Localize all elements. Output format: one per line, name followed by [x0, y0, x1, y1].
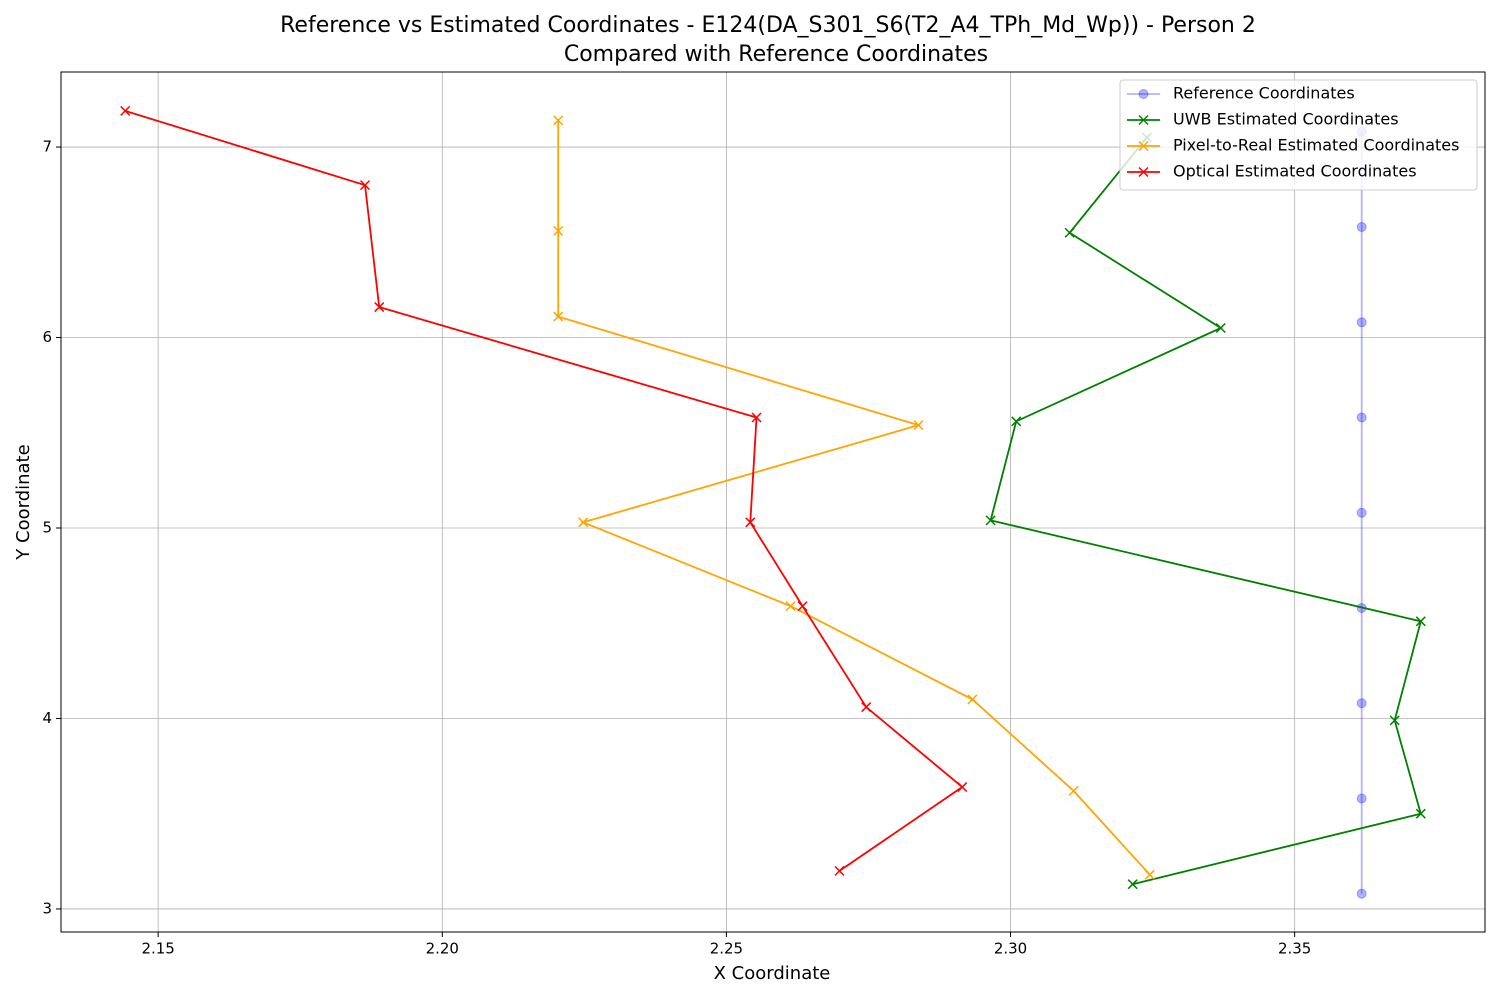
point: [1144, 869, 1155, 880]
legend-marker: [1138, 140, 1149, 152]
point: [1068, 785, 1079, 796]
point: [1356, 888, 1367, 899]
legend-marker: [1138, 89, 1149, 99]
x-tick-label: 2.35: [1278, 940, 1311, 958]
point: [861, 702, 872, 713]
point: [751, 412, 762, 423]
point: [1215, 322, 1226, 334]
legend-label: Pixel-to-Real Estimated Coordinates: [1173, 136, 1459, 155]
point: [1127, 879, 1138, 890]
point: [957, 782, 968, 793]
x-tick-label: 2.30: [994, 940, 1027, 958]
plot-frame: [60, 71, 1486, 933]
point: [1356, 507, 1367, 518]
point: [120, 105, 131, 116]
x-tick-label: 2.15: [141, 940, 174, 958]
y-tick-label: 7: [42, 138, 52, 156]
point: [913, 420, 924, 431]
y-axis-label: Y Coordinate: [13, 444, 34, 560]
point: [1356, 793, 1367, 804]
series-line: [557, 120, 1151, 876]
chart-subtitle: Compared with Reference Coordinates: [564, 42, 988, 67]
point: [553, 311, 564, 322]
series-line: [989, 136, 1422, 886]
point: [985, 515, 996, 526]
point: [1011, 416, 1022, 427]
legend: Reference Coordinates UWB Estimated Coord…: [1119, 79, 1478, 191]
y-tick-label: 6: [42, 328, 52, 346]
point: [1415, 808, 1426, 819]
y-tick-label: 4: [42, 709, 52, 727]
legend-label: UWB Estimated Coordinates: [1173, 110, 1399, 129]
x-tick-label: 2.25: [710, 940, 743, 958]
point: [1356, 412, 1367, 423]
chart-title: Reference vs Estimated Coordinates - E12…: [280, 13, 1256, 38]
point: [797, 601, 808, 612]
point: [834, 865, 845, 876]
point: [1356, 698, 1367, 709]
point: [1389, 715, 1400, 726]
legend-box: [1119, 79, 1478, 191]
legend-marker: [1138, 166, 1149, 178]
legend-label: Reference Coordinates: [1173, 84, 1355, 103]
point: [1356, 222, 1367, 233]
legend-label: Optical Estimated Coordinates: [1173, 162, 1417, 181]
point: [1415, 616, 1426, 627]
point: [1064, 227, 1075, 238]
point: [374, 302, 385, 313]
point: [785, 601, 796, 612]
x-tick-label: 2.20: [426, 940, 459, 958]
legend-marker: [1138, 114, 1149, 126]
y-tick-label: 5: [42, 519, 52, 537]
point: [553, 115, 564, 126]
point: [359, 180, 371, 191]
point: [553, 225, 564, 236]
x-axis-label: X Coordinate: [714, 963, 831, 984]
series-line: [124, 109, 964, 872]
point: [745, 517, 756, 528]
point: [967, 694, 978, 705]
point: [1356, 317, 1367, 328]
point: [578, 517, 589, 528]
y-tick-label: 3: [42, 899, 52, 917]
